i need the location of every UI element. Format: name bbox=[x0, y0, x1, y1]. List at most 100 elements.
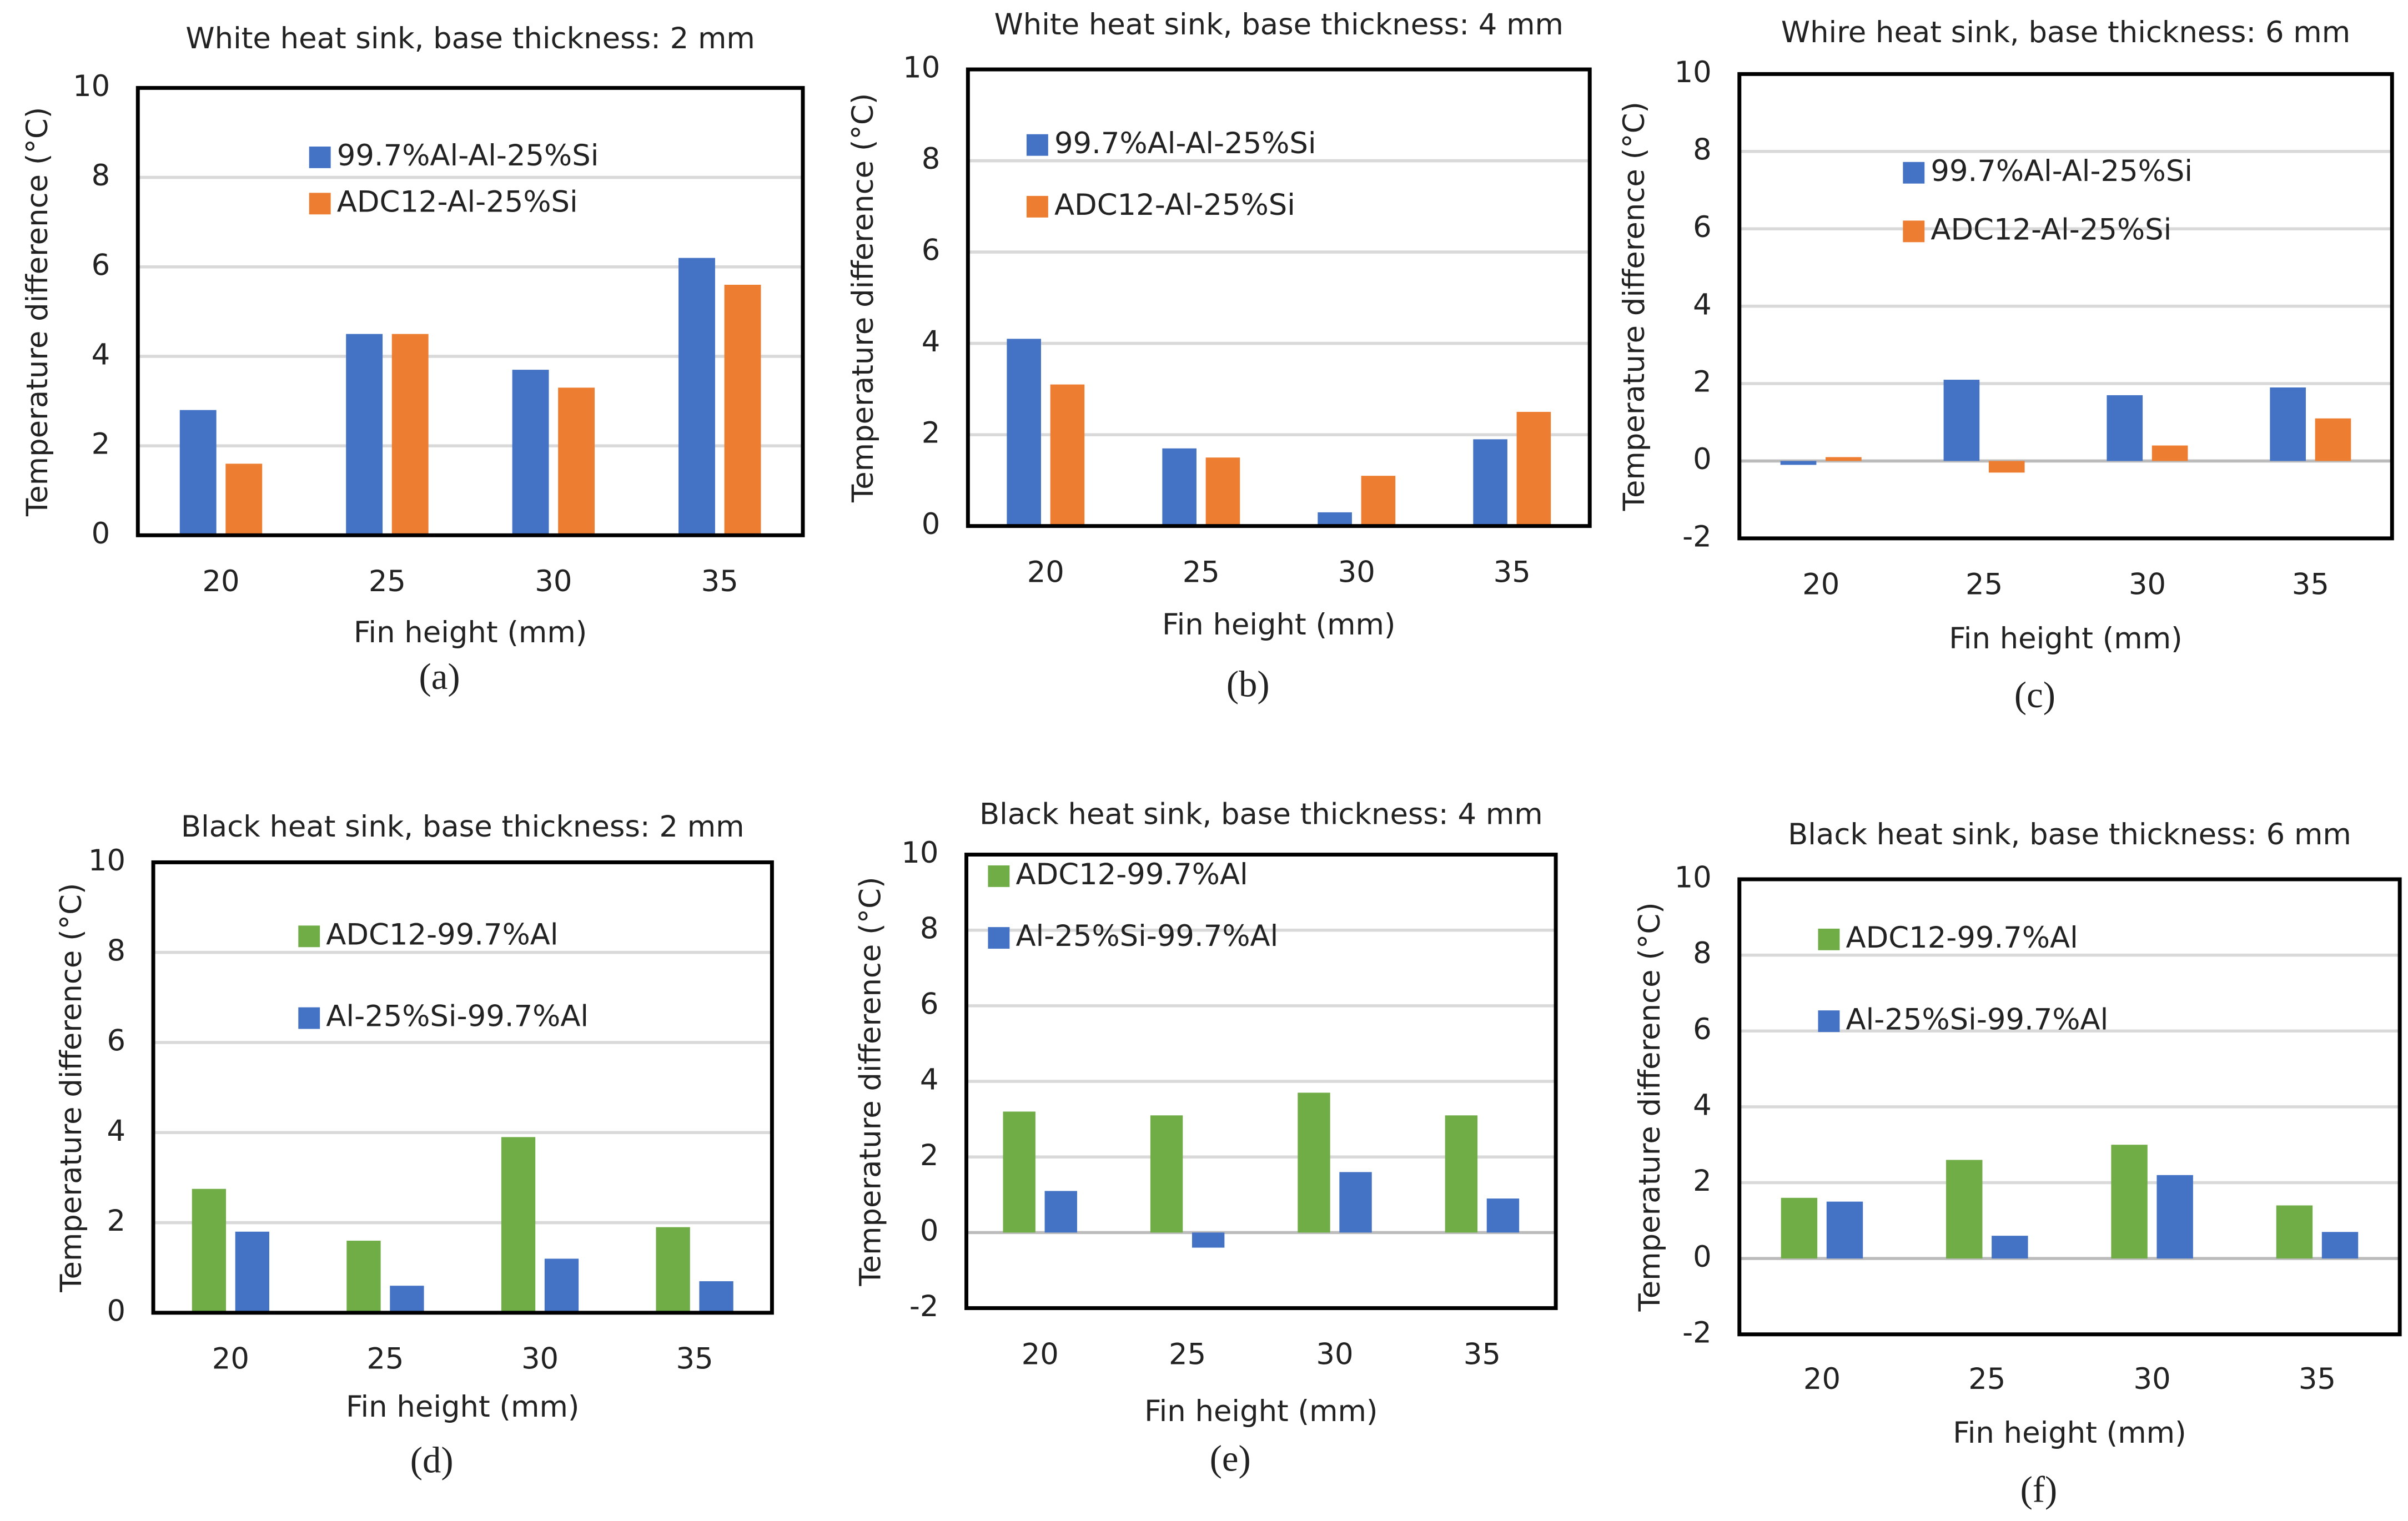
x-tick-label: 20 bbox=[1803, 1362, 1841, 1396]
y-tick-label: 10 bbox=[903, 51, 940, 85]
chart-title: Black heat sink, base thickness: 6 mm bbox=[1788, 818, 2351, 852]
y-axis-label: Temperature difference (°C) bbox=[1633, 902, 1667, 1312]
y-tick-label: 2 bbox=[920, 1139, 939, 1172]
x-axis-label: Fin height (mm) bbox=[1162, 608, 1395, 642]
chart-title: Black heat sink, base thickness: 4 mm bbox=[979, 798, 1543, 832]
bar bbox=[1946, 1160, 1983, 1259]
x-tick-label: 35 bbox=[701, 565, 738, 598]
legend-swatch bbox=[1026, 134, 1048, 156]
y-tick-label: 2 bbox=[92, 427, 110, 461]
bar bbox=[1205, 457, 1240, 526]
y-tick-label: 6 bbox=[1693, 210, 1712, 244]
x-tick-label: 25 bbox=[1968, 1362, 2005, 1396]
x-tick-label: 30 bbox=[1316, 1337, 1353, 1371]
plot-frame bbox=[964, 853, 1558, 1310]
bar bbox=[1298, 1092, 1330, 1233]
x-axis-label: Fin height (mm) bbox=[346, 1390, 579, 1424]
bar bbox=[2156, 1175, 2193, 1259]
bar bbox=[1988, 461, 2025, 473]
bar bbox=[1192, 1232, 1225, 1248]
y-tick-label: 6 bbox=[920, 987, 939, 1021]
bar bbox=[1318, 512, 1352, 526]
y-tick-label: 4 bbox=[92, 338, 110, 372]
legend-label: ADC12-Al-25%Si bbox=[1054, 188, 1295, 222]
legend-swatch bbox=[988, 865, 1010, 887]
panel-label: (e) bbox=[1210, 1439, 1251, 1479]
x-axis-label: Fin height (mm) bbox=[354, 616, 587, 649]
panel-label: (a) bbox=[419, 657, 460, 697]
bar bbox=[558, 387, 595, 536]
x-axis-label: Fin height (mm) bbox=[1144, 1394, 1378, 1428]
plot-frame bbox=[966, 67, 1592, 528]
x-tick-label: 30 bbox=[521, 1342, 559, 1376]
legend-label: Al-25%Si-99.7%Al bbox=[326, 1000, 589, 1034]
plot-frame bbox=[135, 85, 805, 537]
x-tick-label: 30 bbox=[1338, 555, 1375, 589]
y-tick-label: -2 bbox=[909, 1290, 939, 1323]
x-tick-label: 20 bbox=[1802, 568, 1839, 602]
x-tick-label: 25 bbox=[1169, 1337, 1206, 1371]
bar bbox=[2321, 1232, 2359, 1259]
bar bbox=[2315, 418, 2351, 461]
y-tick-label: -2 bbox=[1682, 1316, 1712, 1349]
legend-swatch bbox=[309, 193, 331, 215]
bar bbox=[346, 1241, 381, 1313]
legend-swatch bbox=[298, 1007, 320, 1029]
y-tick-label: 8 bbox=[920, 911, 939, 945]
bar bbox=[512, 370, 549, 536]
y-axis-label: Temperature difference (°C) bbox=[1617, 102, 1651, 511]
y-axis-label: Temperature difference (°C) bbox=[854, 877, 888, 1286]
bar bbox=[678, 258, 715, 536]
legend-label: Al-25%Si-99.7%Al bbox=[1846, 1003, 2109, 1036]
bar bbox=[235, 1231, 269, 1313]
x-tick-label: 35 bbox=[1494, 555, 1531, 589]
y-tick-label: 10 bbox=[1675, 861, 1712, 895]
y-tick-label: 4 bbox=[107, 1114, 125, 1148]
bar bbox=[1050, 384, 1085, 526]
y-tick-label: 2 bbox=[1693, 365, 1712, 399]
legend-label: ADC12-99.7%Al bbox=[1016, 858, 1248, 892]
y-tick-label: 4 bbox=[922, 325, 941, 359]
y-tick-label: 2 bbox=[922, 416, 941, 450]
plot-frame bbox=[151, 860, 774, 1315]
y-tick-label: 10 bbox=[73, 69, 110, 103]
legend-swatch bbox=[1818, 928, 1840, 950]
y-tick-label: 8 bbox=[922, 142, 941, 176]
bar bbox=[1044, 1191, 1077, 1233]
bar bbox=[2111, 1145, 2148, 1259]
y-tick-label: 6 bbox=[107, 1024, 125, 1058]
y-tick-label: 2 bbox=[1693, 1164, 1712, 1198]
x-tick-label: 35 bbox=[2292, 568, 2329, 602]
bar bbox=[390, 1286, 424, 1313]
bar bbox=[1473, 439, 1507, 526]
x-tick-label: 35 bbox=[1464, 1337, 1501, 1371]
bar bbox=[1486, 1198, 1520, 1233]
x-tick-label: 35 bbox=[676, 1342, 713, 1376]
bar bbox=[1162, 448, 1197, 526]
x-tick-label: 25 bbox=[1183, 555, 1220, 589]
x-tick-label: 25 bbox=[369, 565, 406, 598]
plot-frame bbox=[1737, 72, 2394, 541]
chart-title: Whire heat sink, base thickness: 6 mm bbox=[1781, 16, 2350, 49]
legend-swatch bbox=[988, 927, 1010, 949]
y-tick-label: 0 bbox=[920, 1214, 939, 1248]
bar bbox=[391, 334, 429, 536]
x-tick-label: 20 bbox=[202, 565, 239, 598]
bar bbox=[346, 334, 383, 536]
y-tick-label: -2 bbox=[1682, 520, 1712, 553]
bar bbox=[192, 1188, 227, 1313]
x-tick-label: 35 bbox=[2299, 1362, 2336, 1396]
legend-swatch bbox=[298, 925, 320, 948]
bar bbox=[724, 284, 761, 536]
bar bbox=[2107, 395, 2143, 461]
y-tick-label: 0 bbox=[107, 1294, 125, 1328]
legend-swatch bbox=[1903, 162, 1925, 184]
x-tick-label: 30 bbox=[535, 565, 572, 598]
y-tick-label: 0 bbox=[1693, 1240, 1712, 1274]
x-tick-label: 20 bbox=[1022, 1337, 1059, 1371]
legend-swatch bbox=[1903, 220, 1925, 243]
legend-label: 99.7%Al-Al-25%Si bbox=[1054, 127, 1316, 160]
bar bbox=[179, 410, 217, 536]
x-axis-label: Fin height (mm) bbox=[1949, 622, 2182, 656]
